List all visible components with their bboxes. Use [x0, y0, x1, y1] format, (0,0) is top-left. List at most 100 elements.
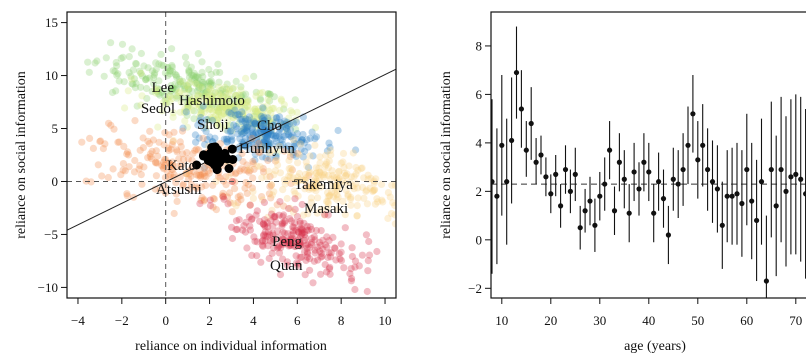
scatter-point [203, 136, 211, 144]
scatter-point [248, 215, 256, 224]
scatter-point [228, 223, 236, 231]
scatter-point [224, 95, 232, 103]
scatter-point [254, 120, 262, 128]
scatter-point [267, 217, 275, 225]
scatter-point [341, 224, 349, 232]
mean-point [192, 160, 202, 170]
scatter-point [202, 127, 210, 136]
scatter-point [314, 194, 322, 202]
scatter-point [199, 78, 207, 86]
scatter-point [324, 199, 332, 208]
scatter-point [190, 76, 198, 84]
scatter-point [306, 134, 314, 142]
scatter-point [283, 261, 291, 269]
scatter-point [289, 223, 297, 231]
scatter-point [169, 113, 177, 121]
scatter-point [239, 91, 247, 99]
scatter-point [226, 127, 234, 136]
scatter-point [374, 198, 382, 206]
scatter-point [280, 202, 288, 210]
scatter-point [101, 140, 109, 148]
scatter-point [321, 261, 329, 269]
scatter-point [237, 93, 245, 101]
scatter-point [286, 125, 295, 134]
scatter-point [115, 138, 123, 146]
y-tick-label: 15 [45, 15, 58, 30]
scatter-point [259, 165, 267, 173]
scatter-point [358, 164, 366, 172]
scatter-point [208, 101, 216, 109]
mean-point [509, 137, 515, 144]
scatter-point [352, 163, 360, 172]
scatter-point [342, 172, 350, 180]
mean-point [651, 210, 657, 216]
scatter-point [143, 94, 151, 103]
scatter-point [316, 153, 324, 161]
scatter-point [137, 83, 145, 91]
scatter-point [175, 81, 183, 89]
scatter-point [325, 249, 333, 257]
scatter-point [229, 107, 237, 115]
scatter-point [346, 178, 354, 186]
scatter-point [320, 173, 328, 181]
scatter-point [195, 100, 203, 108]
scatter-point [209, 203, 217, 211]
scatter-point [326, 192, 334, 200]
scatter-point [292, 125, 300, 133]
scatter-point [316, 247, 324, 255]
scatter-point [166, 70, 174, 78]
scatter-point [183, 149, 191, 157]
scatter-point [252, 92, 260, 100]
scatter-point [254, 107, 262, 116]
scatter-point [192, 145, 200, 153]
scatter-point [232, 77, 240, 85]
scatter-point [273, 244, 282, 252]
scatter-point [292, 118, 301, 126]
scatter-point [250, 72, 258, 80]
scatter-point [225, 87, 233, 95]
scatter-point [242, 115, 250, 123]
scatter-point [282, 145, 290, 153]
scatter-point [209, 81, 217, 89]
scatter-point [318, 171, 326, 179]
scatter-point [228, 132, 236, 140]
scatter-point [331, 244, 339, 252]
scatter-point [353, 212, 361, 220]
scatter-point [371, 186, 379, 194]
scatter-point [251, 105, 259, 113]
scatter-point [148, 87, 156, 95]
scatter-point [414, 179, 421, 186]
scatter-point [146, 127, 154, 135]
scatter-point [316, 168, 324, 176]
scatter-point [208, 93, 216, 101]
scatter-point [153, 159, 161, 167]
scatter-point [312, 226, 321, 235]
scatter-point [324, 211, 332, 219]
label-peng: Peng [272, 234, 303, 250]
scatter-point [200, 169, 209, 177]
scatter-point [138, 72, 146, 80]
scatter-point [196, 117, 204, 125]
scatter-point [362, 186, 371, 194]
scatter-point [306, 205, 314, 213]
scatter-point [302, 241, 310, 250]
scatter-point [231, 185, 239, 193]
mean-point [754, 217, 760, 224]
scatter-point [323, 204, 331, 212]
scatter-point [283, 194, 291, 203]
scatter-point [254, 118, 262, 126]
scatter-point [107, 39, 115, 47]
scatter-point [246, 166, 254, 174]
scatter-point [260, 139, 268, 147]
scatter-point [304, 226, 312, 234]
scatter-point [306, 168, 314, 176]
scatter-point [186, 185, 194, 193]
scatter-point [353, 202, 361, 210]
scatter-point [165, 146, 173, 154]
y-tick-label: 8 [476, 38, 483, 53]
scatter-point [325, 157, 333, 165]
scatter-point [199, 134, 207, 142]
scatter-point [279, 255, 287, 263]
scatter-point [291, 96, 299, 104]
scatter-point [104, 173, 112, 182]
